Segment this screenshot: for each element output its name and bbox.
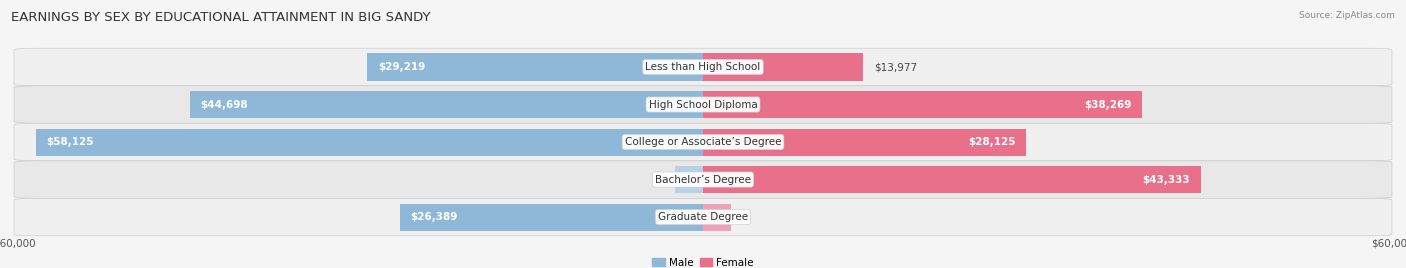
Bar: [190, 91, 703, 118]
Bar: [703, 204, 731, 230]
Bar: [35, 129, 703, 155]
Text: $13,977: $13,977: [873, 62, 917, 72]
FancyBboxPatch shape: [14, 86, 1392, 123]
Bar: [703, 129, 1026, 155]
FancyBboxPatch shape: [14, 123, 1392, 161]
Bar: [703, 54, 863, 80]
Legend: Male, Female: Male, Female: [648, 254, 758, 268]
Bar: [703, 91, 1143, 118]
Text: $58,125: $58,125: [46, 137, 93, 147]
Text: $0: $0: [738, 212, 751, 222]
Text: EARNINGS BY SEX BY EDUCATIONAL ATTAINMENT IN BIG SANDY: EARNINGS BY SEX BY EDUCATIONAL ATTAINMEN…: [11, 11, 430, 24]
Text: Graduate Degree: Graduate Degree: [658, 212, 748, 222]
Text: $26,389: $26,389: [411, 212, 458, 222]
Bar: [399, 204, 703, 230]
Text: $38,269: $38,269: [1084, 99, 1132, 110]
Text: $28,125: $28,125: [969, 137, 1015, 147]
Text: $0: $0: [655, 174, 669, 185]
Bar: [703, 166, 1201, 193]
Text: $29,219: $29,219: [378, 62, 425, 72]
Bar: [367, 54, 703, 80]
FancyBboxPatch shape: [14, 48, 1392, 86]
FancyBboxPatch shape: [14, 161, 1392, 198]
Text: $44,698: $44,698: [200, 99, 247, 110]
Bar: [675, 166, 703, 193]
FancyBboxPatch shape: [14, 198, 1392, 236]
Text: High School Diploma: High School Diploma: [648, 99, 758, 110]
Text: $43,333: $43,333: [1143, 174, 1191, 185]
Text: Source: ZipAtlas.com: Source: ZipAtlas.com: [1299, 11, 1395, 20]
Text: Less than High School: Less than High School: [645, 62, 761, 72]
Text: Bachelor’s Degree: Bachelor’s Degree: [655, 174, 751, 185]
Text: College or Associate’s Degree: College or Associate’s Degree: [624, 137, 782, 147]
